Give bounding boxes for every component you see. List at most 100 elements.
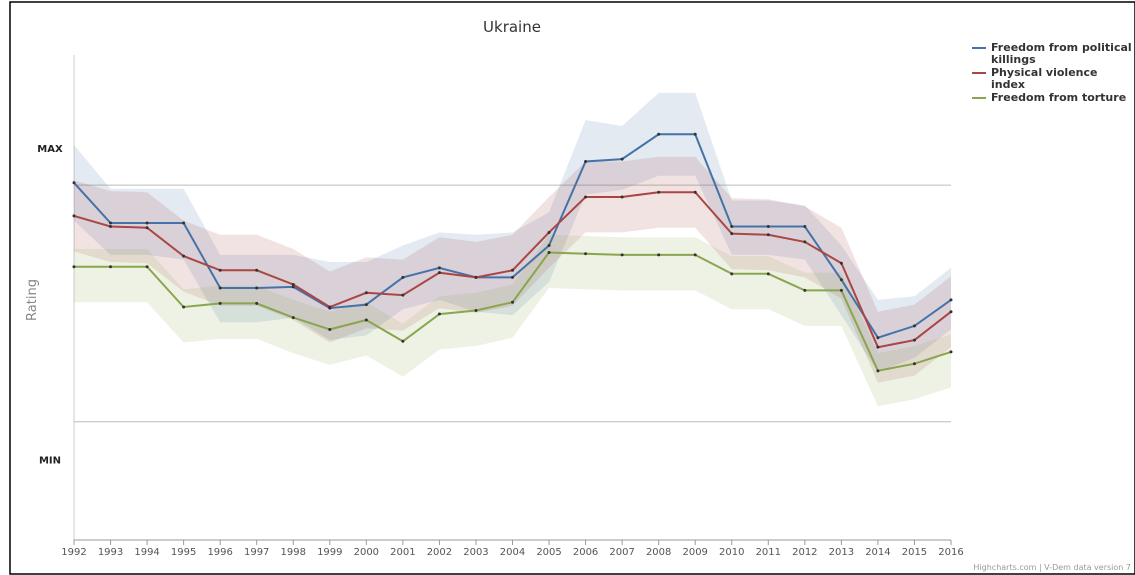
point <box>437 271 441 275</box>
point <box>839 261 843 265</box>
point <box>912 338 916 342</box>
point <box>437 266 441 270</box>
legend-label: Physical violence index <box>991 66 1098 91</box>
x-tick-label: 1994 <box>134 547 159 558</box>
x-tick-label: 2002 <box>427 547 452 558</box>
point <box>328 327 332 331</box>
legend: Freedom from political killings Physical … <box>972 42 1132 105</box>
x-tick-label: 2012 <box>792 547 817 558</box>
legend-label: Freedom from torture <box>991 91 1127 104</box>
point <box>109 265 113 269</box>
point <box>620 253 624 257</box>
point <box>693 190 697 194</box>
x-tick-label: 2005 <box>536 547 561 558</box>
point <box>145 221 149 225</box>
x-tick-label: 2009 <box>682 547 707 558</box>
point <box>364 318 368 322</box>
point <box>620 157 624 161</box>
point <box>182 305 186 309</box>
point <box>255 286 259 290</box>
point <box>72 181 76 185</box>
point <box>766 233 770 237</box>
legend-symbol <box>972 72 986 74</box>
confidence-band <box>74 234 951 407</box>
point <box>949 310 953 314</box>
point <box>109 221 113 225</box>
confidence-band <box>74 92 951 373</box>
point <box>949 298 953 302</box>
y-axis-title: Rating <box>25 279 40 321</box>
point <box>949 350 953 354</box>
x-tick-label: 1998 <box>281 547 306 558</box>
point <box>693 132 697 136</box>
point <box>182 254 186 258</box>
x-tick-label: 2001 <box>390 547 415 558</box>
legend-item[interactable]: Freedom from torture <box>972 92 1132 104</box>
legend-item[interactable]: Freedom from political killings <box>972 42 1132 66</box>
x-tick-label: 1999 <box>317 547 342 558</box>
point <box>72 214 76 218</box>
x-tick-label: 1993 <box>98 547 123 558</box>
point <box>145 226 149 230</box>
x-tick-label: 1995 <box>171 547 196 558</box>
point <box>511 268 514 272</box>
y-tick-label: MIN <box>39 456 61 467</box>
chart-frame <box>9 1 1135 575</box>
legend-symbol <box>972 97 986 99</box>
point <box>182 221 186 225</box>
point <box>584 252 588 256</box>
point <box>291 282 295 286</box>
x-tick-label: 1992 <box>61 547 86 558</box>
point <box>255 268 259 272</box>
point <box>218 268 222 272</box>
point <box>803 225 807 229</box>
point <box>839 278 843 282</box>
legend-label: Freedom from political killings <box>991 41 1132 66</box>
y-tick-label: MAX <box>37 144 63 155</box>
x-tick-label: 2008 <box>646 547 671 558</box>
x-tick-label: 2014 <box>865 547 890 558</box>
point <box>657 132 661 136</box>
legend-item[interactable]: Physical violence index <box>972 67 1132 91</box>
point <box>145 265 149 269</box>
point <box>657 190 661 194</box>
chart-title: Ukraine <box>483 18 541 36</box>
point <box>876 369 880 373</box>
point <box>401 339 405 343</box>
point <box>730 272 734 276</box>
point <box>109 225 113 229</box>
x-tick-label: 2003 <box>463 547 488 558</box>
point <box>474 275 478 279</box>
x-tick-label: 1996 <box>207 547 232 558</box>
point <box>401 293 405 297</box>
point <box>803 240 807 244</box>
point <box>766 272 770 276</box>
point <box>255 301 259 305</box>
x-tick-label: 1997 <box>244 547 269 558</box>
legend-symbol <box>972 47 986 49</box>
point <box>912 324 916 328</box>
point <box>730 232 734 236</box>
point <box>730 225 734 229</box>
x-tick-label: 2007 <box>609 547 634 558</box>
point <box>547 243 551 247</box>
x-tick-label: 2004 <box>500 547 525 558</box>
point <box>693 253 697 257</box>
x-tick-label: 2016 <box>938 547 963 558</box>
point <box>912 362 916 366</box>
point <box>364 291 368 295</box>
x-tick-label: 2013 <box>829 547 854 558</box>
point <box>474 309 478 313</box>
point <box>876 345 880 349</box>
point <box>547 230 551 234</box>
x-tick-label: 2010 <box>719 547 744 558</box>
point <box>876 336 880 340</box>
point <box>328 305 332 309</box>
point <box>584 159 588 163</box>
point <box>364 303 368 307</box>
point <box>511 300 514 304</box>
point <box>291 316 295 320</box>
point <box>803 288 807 292</box>
